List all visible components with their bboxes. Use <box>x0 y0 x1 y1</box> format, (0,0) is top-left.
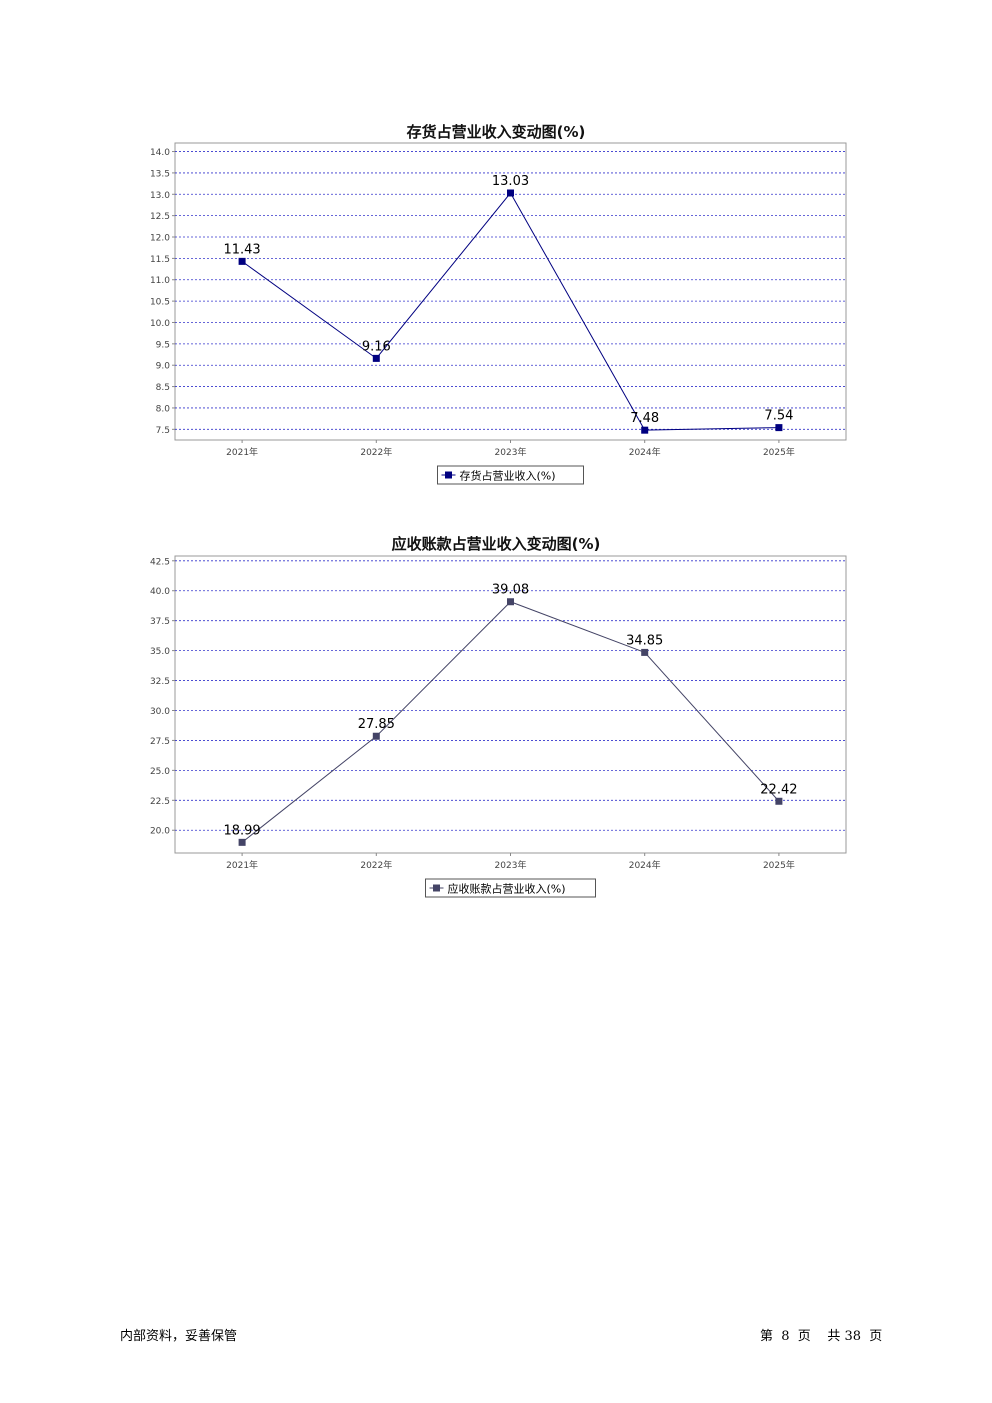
y-tick-label: 32.5 <box>150 677 170 687</box>
data-label: 7.48 <box>630 411 659 426</box>
legend-box <box>437 465 584 485</box>
data-label: 11.43 <box>223 242 260 257</box>
y-tick-label: 27.5 <box>150 737 170 747</box>
legend-label: 应收账款占营业收入(%) <box>448 882 566 896</box>
y-tick-label: 25.0 <box>150 767 170 777</box>
legend-label: 存货占营业收入(%) <box>460 469 556 483</box>
x-tick-label: 2021年 <box>226 859 258 871</box>
data-label: 13.03 <box>492 174 529 189</box>
data-point <box>238 838 246 846</box>
y-tick-label: 11.5 <box>150 255 170 265</box>
y-tick-label: 35.0 <box>150 647 170 657</box>
x-tick-label: 2023年 <box>495 446 527 458</box>
data-point <box>775 797 783 805</box>
x-tick-label: 2023年 <box>495 859 527 871</box>
y-tick-label: 7.5 <box>156 426 170 436</box>
x-tick-label: 2025年 <box>763 446 795 458</box>
data-point <box>372 354 380 362</box>
chart-title: 应收账款占营业收入变动图(%) <box>391 535 601 553</box>
y-tick-label: 13.0 <box>150 191 170 201</box>
data-point <box>641 426 649 434</box>
y-tick-label: 8.5 <box>156 383 170 393</box>
data-point <box>507 189 514 197</box>
y-tick-label: 11.0 <box>150 276 170 286</box>
y-tick-label: 42.5 <box>150 557 170 567</box>
legend-marker <box>445 471 452 479</box>
data-label: 39.08 <box>492 583 529 598</box>
data-label: 34.85 <box>626 633 663 648</box>
y-tick-label: 20.0 <box>150 827 170 837</box>
data-label: 27.85 <box>358 717 395 732</box>
plot-area <box>174 142 847 441</box>
data-label: 9.16 <box>362 339 391 354</box>
x-tick-label: 2024年 <box>629 446 661 458</box>
y-tick-label: 40.0 <box>150 587 170 597</box>
chart-title: 存货占营业收入变动图(%) <box>406 123 586 141</box>
footer-page-number: 第 8 页 共 38 页 <box>760 1329 883 1344</box>
data-label: 7.54 <box>764 409 793 424</box>
y-tick-label: 30.0 <box>150 707 170 717</box>
legend-box <box>425 878 596 898</box>
y-tick-label: 22.5 <box>150 797 170 807</box>
plot-area <box>174 555 847 854</box>
x-tick-label: 2021年 <box>226 446 258 458</box>
data-point <box>775 424 783 432</box>
y-tick-label: 8.0 <box>156 404 171 414</box>
data-point <box>238 257 246 265</box>
data-label: 22.42 <box>760 782 797 797</box>
y-tick-label: 10.0 <box>150 319 170 329</box>
data-point <box>507 598 514 606</box>
y-tick-label: 12.5 <box>150 212 170 222</box>
x-tick-label: 2022年 <box>360 446 392 458</box>
data-label: 18.99 <box>223 823 260 838</box>
y-tick-label: 9.0 <box>156 362 171 372</box>
y-tick-label: 13.5 <box>150 169 170 179</box>
y-tick-label: 10.5 <box>150 298 170 308</box>
y-tick-label: 14.0 <box>150 148 170 158</box>
inventory-line-chart: 7.5 8.0 8.5 9.0 9.5 10.0 10.5 11.0 11.5 12.0 12.5 1… <box>150 142 847 485</box>
y-tick-label: 37.5 <box>150 617 170 627</box>
x-tick-label: 2025年 <box>763 859 795 871</box>
legend-marker <box>433 884 440 892</box>
data-point <box>641 648 649 656</box>
y-tick-label: 12.0 <box>150 234 170 244</box>
receivables-line-chart: 20.0 22.5 25.0 27.5 30.0 32.5 35.0 37.5 40.0 42.5… <box>150 555 847 898</box>
data-point <box>372 732 380 740</box>
y-tick-label: 9.5 <box>156 340 170 350</box>
footer-confidential-note: 内部资料，妥善保管 <box>120 1329 238 1344</box>
x-tick-label: 2024年 <box>629 859 661 871</box>
x-tick-label: 2022年 <box>360 859 392 871</box>
